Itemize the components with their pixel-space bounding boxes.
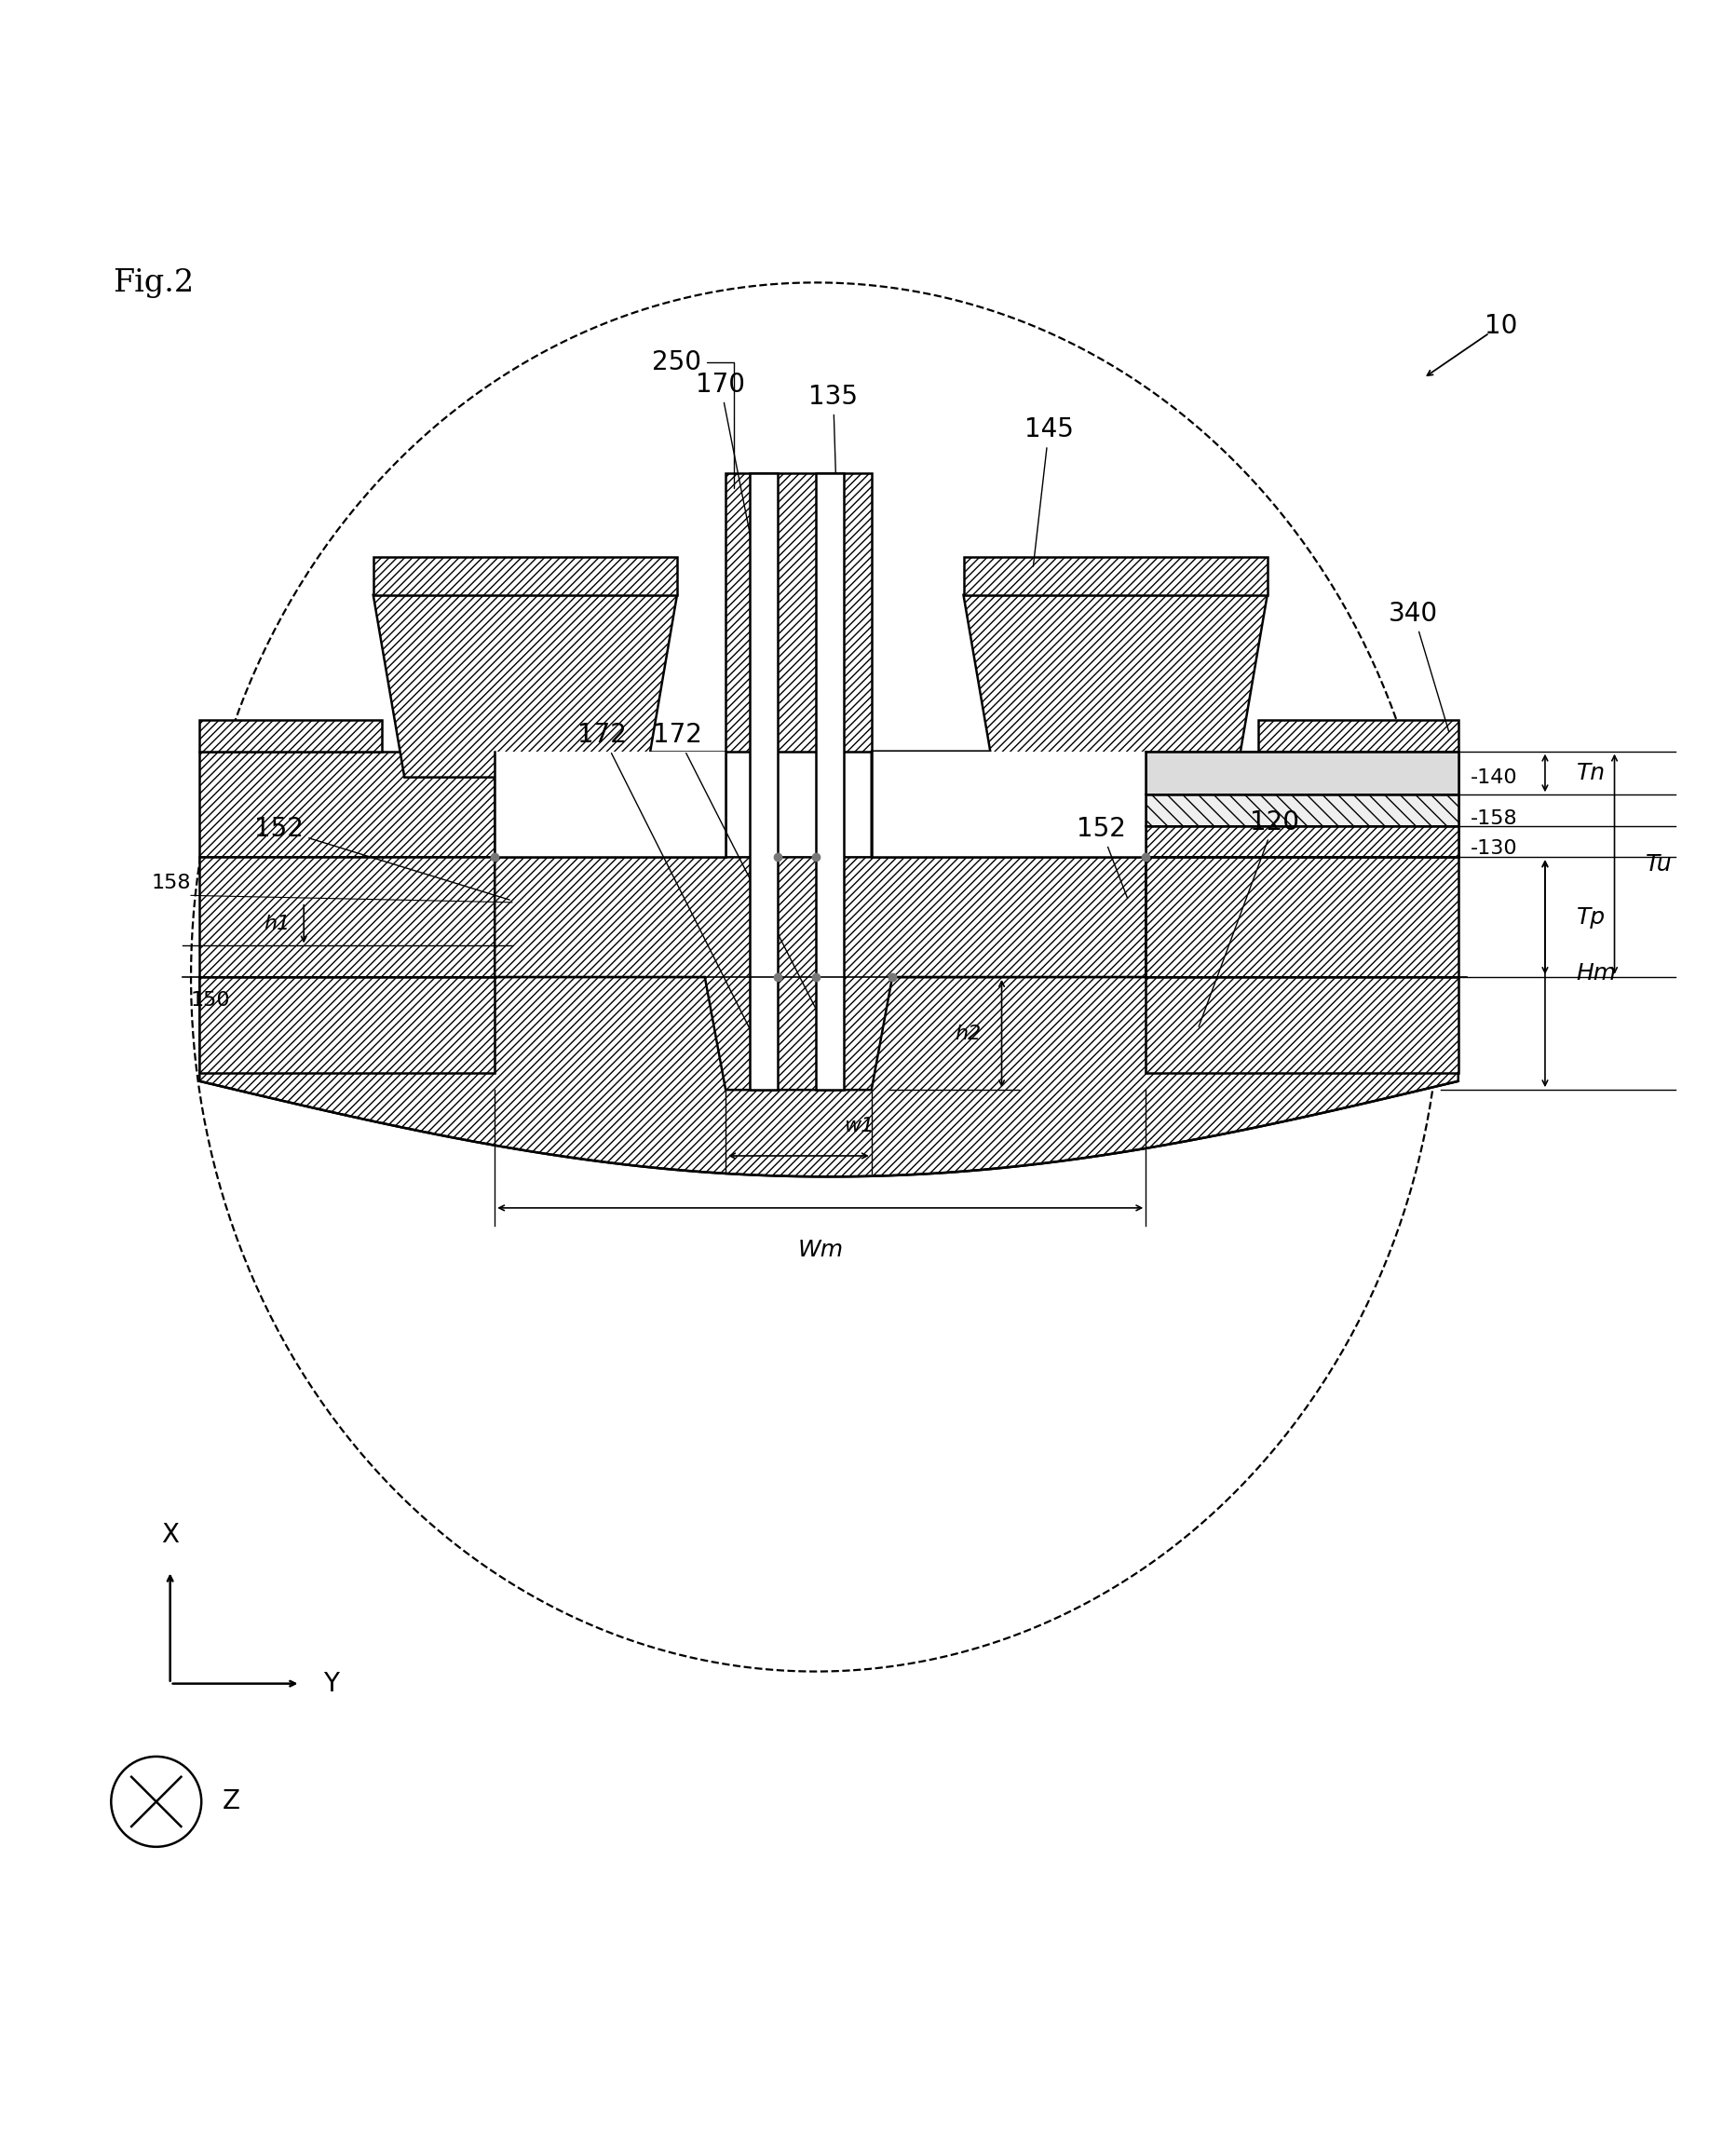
Text: 170: 170 xyxy=(696,371,755,558)
Polygon shape xyxy=(816,474,844,1090)
Text: w1: w1 xyxy=(844,1115,875,1135)
Polygon shape xyxy=(495,751,726,858)
Polygon shape xyxy=(200,976,495,1072)
Text: X: X xyxy=(161,1523,179,1549)
Polygon shape xyxy=(871,751,1146,858)
Text: -140: -140 xyxy=(1470,768,1517,787)
Text: 250: 250 xyxy=(653,350,734,489)
Text: 135: 135 xyxy=(809,384,858,558)
Text: 10: 10 xyxy=(1484,313,1517,339)
Text: Tu: Tu xyxy=(1646,854,1672,875)
Polygon shape xyxy=(1146,976,1458,1072)
Polygon shape xyxy=(373,558,677,594)
Text: 152: 152 xyxy=(1076,815,1127,899)
Polygon shape xyxy=(495,751,726,858)
Text: Y: Y xyxy=(323,1671,339,1697)
Text: 172: 172 xyxy=(653,723,833,1045)
Polygon shape xyxy=(1146,751,1458,858)
Polygon shape xyxy=(1146,751,1458,794)
Text: 158: 158 xyxy=(151,873,191,892)
Text: Hm: Hm xyxy=(1576,963,1616,985)
Text: -130: -130 xyxy=(1470,839,1517,858)
Polygon shape xyxy=(200,751,495,858)
Text: h2: h2 xyxy=(955,1023,981,1042)
Text: Fig.2: Fig.2 xyxy=(113,268,194,298)
Polygon shape xyxy=(373,594,677,776)
Polygon shape xyxy=(963,594,1267,776)
Text: Tn: Tn xyxy=(1576,761,1606,785)
Polygon shape xyxy=(1146,858,1458,976)
Polygon shape xyxy=(200,976,1458,1178)
Polygon shape xyxy=(1146,826,1458,858)
Polygon shape xyxy=(871,751,1146,858)
Polygon shape xyxy=(200,721,382,751)
Polygon shape xyxy=(200,858,495,976)
Text: 340: 340 xyxy=(1389,601,1450,731)
Text: 120: 120 xyxy=(1200,809,1299,1027)
Polygon shape xyxy=(495,858,1146,1090)
Text: 152: 152 xyxy=(255,815,510,901)
Text: Tp: Tp xyxy=(1576,905,1606,929)
Text: Z: Z xyxy=(222,1789,240,1815)
Text: -158: -158 xyxy=(1470,809,1517,828)
Text: 145: 145 xyxy=(1024,416,1073,566)
Text: 172: 172 xyxy=(578,723,757,1045)
Text: 150: 150 xyxy=(191,991,231,1010)
Polygon shape xyxy=(750,474,778,1090)
Circle shape xyxy=(111,1757,201,1847)
Polygon shape xyxy=(963,558,1267,594)
Text: Wm: Wm xyxy=(797,1240,844,1261)
Polygon shape xyxy=(1259,721,1458,751)
Text: h1: h1 xyxy=(264,914,290,933)
Polygon shape xyxy=(726,474,871,751)
Polygon shape xyxy=(1146,794,1458,826)
